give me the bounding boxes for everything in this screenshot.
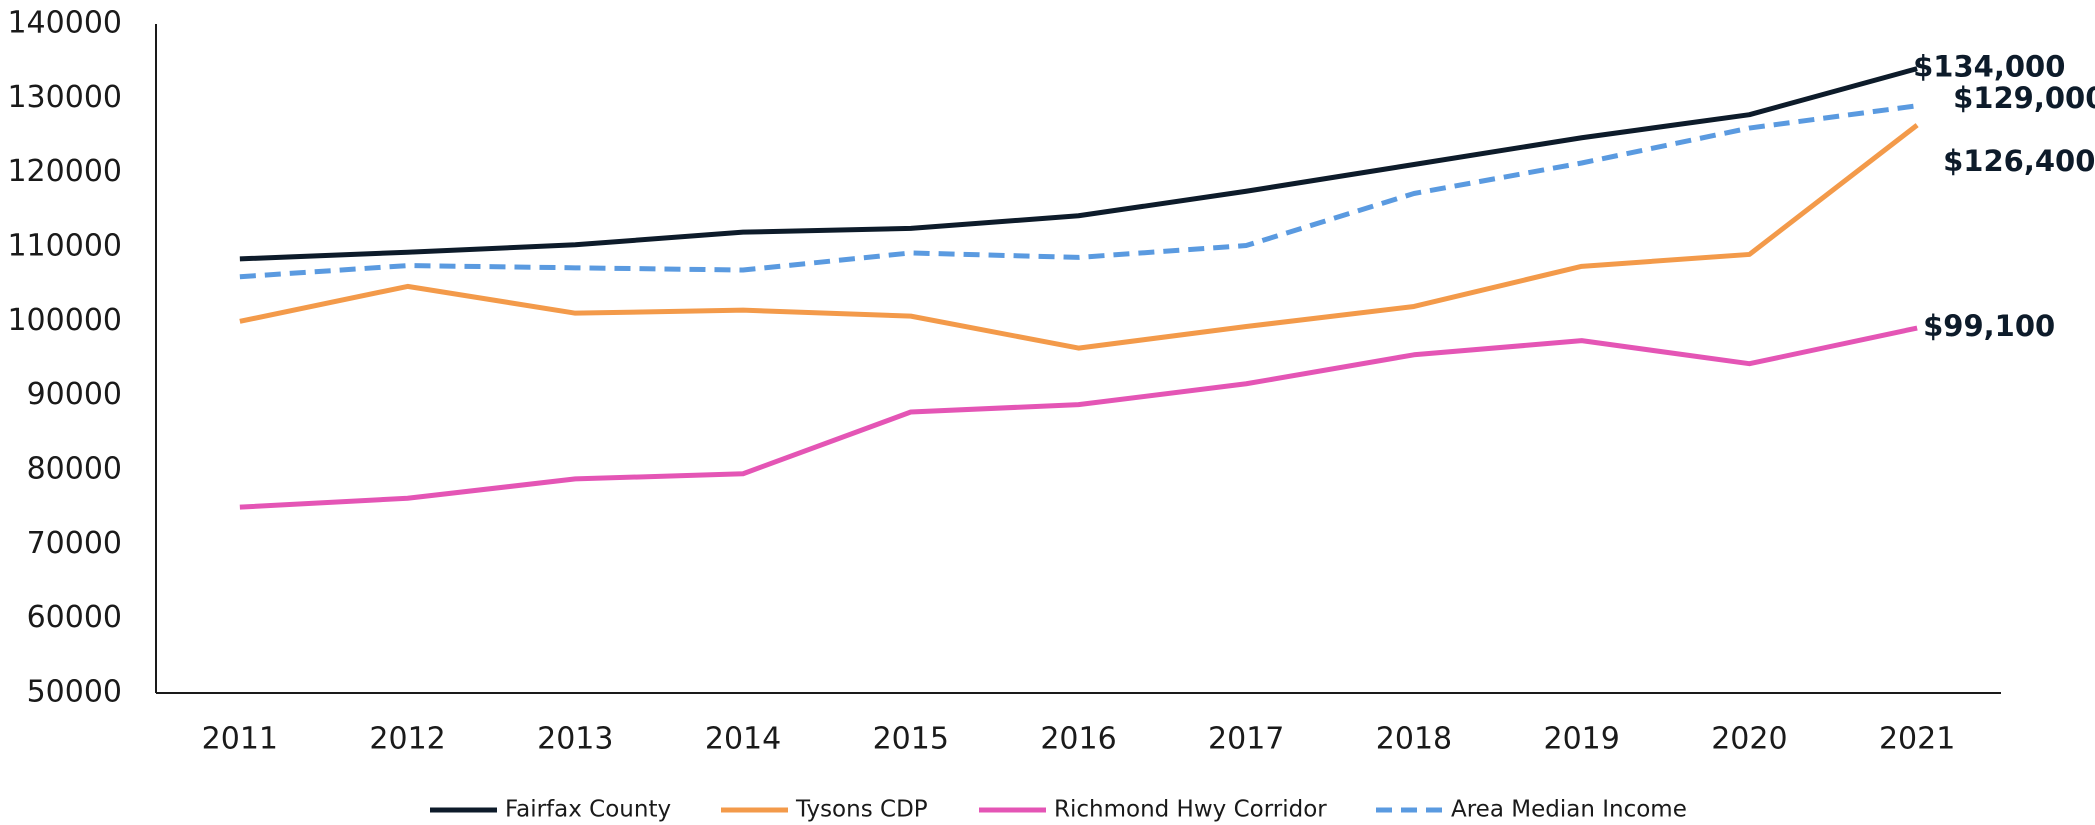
y-tick-label: 80000 xyxy=(27,452,122,487)
x-tick-label: 2011 xyxy=(202,722,278,757)
y-tick-label: 90000 xyxy=(27,377,122,412)
x-tick-label: 2018 xyxy=(1376,722,1452,757)
series-line xyxy=(239,325,1918,510)
series-line xyxy=(239,66,1918,262)
legend-label: Fairfax County xyxy=(505,797,671,823)
y-tick-label: 70000 xyxy=(27,526,122,561)
y-tick-label: 50000 xyxy=(27,675,122,710)
x-tick-label: 2021 xyxy=(1879,722,1955,757)
legend-label: Richmond Hwy Corridor xyxy=(1054,797,1327,823)
x-tick-label: 2012 xyxy=(369,722,445,757)
legend-label: Tysons CDP xyxy=(795,797,928,823)
x-tick-label: 2019 xyxy=(1544,722,1620,757)
value-label: $126,400 xyxy=(1943,144,2095,178)
y-tick-label: 120000 xyxy=(7,154,122,189)
series-line xyxy=(239,123,1919,351)
x-tick-label: 2013 xyxy=(537,722,613,757)
y-tick-label: 140000 xyxy=(7,6,122,41)
value-label: $99,100 xyxy=(1923,309,2055,343)
x-tick-label: 2014 xyxy=(705,722,781,757)
x-tick-label: 2020 xyxy=(1711,722,1787,757)
series-line xyxy=(239,103,1918,280)
value-label: $129,000 xyxy=(1953,81,2095,115)
x-tick-label: 2017 xyxy=(1208,722,1284,757)
legend-label: Area Median Income xyxy=(1451,797,1687,823)
y-tick-label: 110000 xyxy=(7,229,122,264)
value-label: $134,000 xyxy=(1913,50,2065,84)
y-tick-label: 100000 xyxy=(7,303,122,338)
x-tick-label: 2016 xyxy=(1040,722,1116,757)
y-tick-label: 60000 xyxy=(27,600,122,635)
x-tick-label: 2015 xyxy=(873,722,949,757)
y-tick-label: 130000 xyxy=(7,80,122,115)
